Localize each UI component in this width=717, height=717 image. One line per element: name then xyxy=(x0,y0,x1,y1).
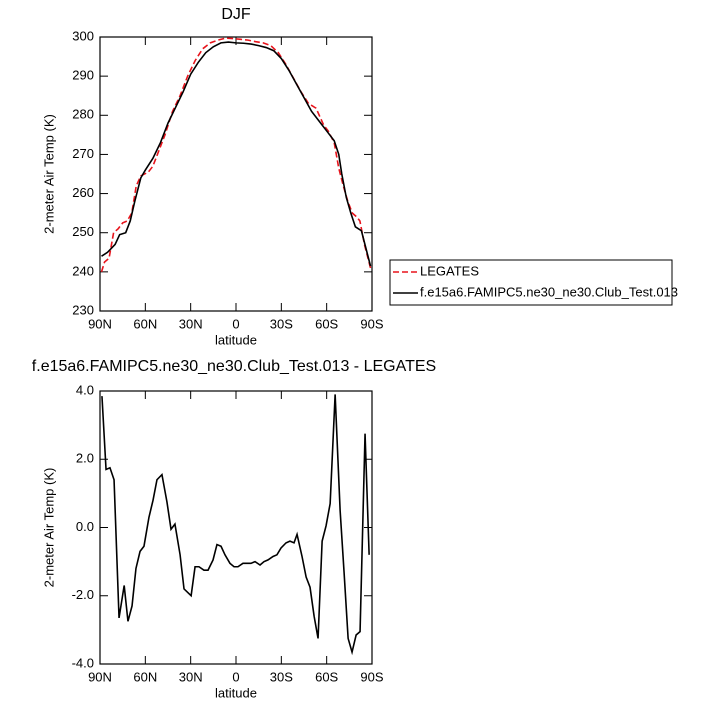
x-tick-label: 0 xyxy=(232,669,239,684)
y-tick-label: -4.0 xyxy=(72,655,94,670)
plot-frame xyxy=(99,36,373,312)
x-tick-label: 30S xyxy=(270,669,293,684)
chart-title: DJF xyxy=(221,6,251,23)
x-tick-label: 30N xyxy=(179,669,203,684)
x-tick-label: 30N xyxy=(179,316,203,331)
x-axis-label: latitude xyxy=(215,685,257,700)
x-tick-label: 60S xyxy=(315,669,338,684)
x-tick-label: 0 xyxy=(232,316,239,331)
y-tick-label: 270 xyxy=(72,146,94,161)
y-tick-label: 300 xyxy=(72,28,94,43)
y-tick-label: 4.0 xyxy=(76,382,94,397)
legend-label: LEGATES xyxy=(420,263,479,278)
y-tick-label: 260 xyxy=(72,185,94,200)
x-tick-label: 90S xyxy=(360,316,383,331)
y-tick-label: 2.0 xyxy=(76,451,94,466)
y-tick-label: 280 xyxy=(72,107,94,122)
chart-title: f.e15a6.FAMIPC5.ne30_ne30.Club_Test.013 … xyxy=(32,358,436,375)
x-tick-label: 90N xyxy=(88,316,112,331)
y-axis-label: 2-meter Air Temp (K) xyxy=(41,468,56,588)
y-tick-label: 290 xyxy=(72,68,94,83)
x-tick-label: 60N xyxy=(133,316,157,331)
y-tick-label: 240 xyxy=(72,263,94,278)
x-axis-label: latitude xyxy=(215,332,257,347)
legend-label: f.e15a6.FAMIPC5.ne30_ne30.Club_Test.013 xyxy=(420,284,678,299)
x-tick-label: 90S xyxy=(360,669,383,684)
x-tick-label: 60N xyxy=(133,669,157,684)
plot-frame xyxy=(99,390,373,665)
legend-box xyxy=(389,259,673,306)
series-line xyxy=(100,37,372,273)
data-line xyxy=(101,394,370,656)
series-line xyxy=(101,41,372,267)
x-tick-label: 60S xyxy=(315,316,338,331)
x-tick-label: 90N xyxy=(88,669,112,684)
y-tick-label: 0.0 xyxy=(76,519,94,534)
x-tick-label: 30S xyxy=(270,316,293,331)
y-axis-label: 2-meter Air Temp (K) xyxy=(41,114,56,234)
y-tick-label: -2.0 xyxy=(72,587,94,602)
y-tick-label: 250 xyxy=(72,224,94,239)
y-tick-label: 230 xyxy=(72,302,94,317)
